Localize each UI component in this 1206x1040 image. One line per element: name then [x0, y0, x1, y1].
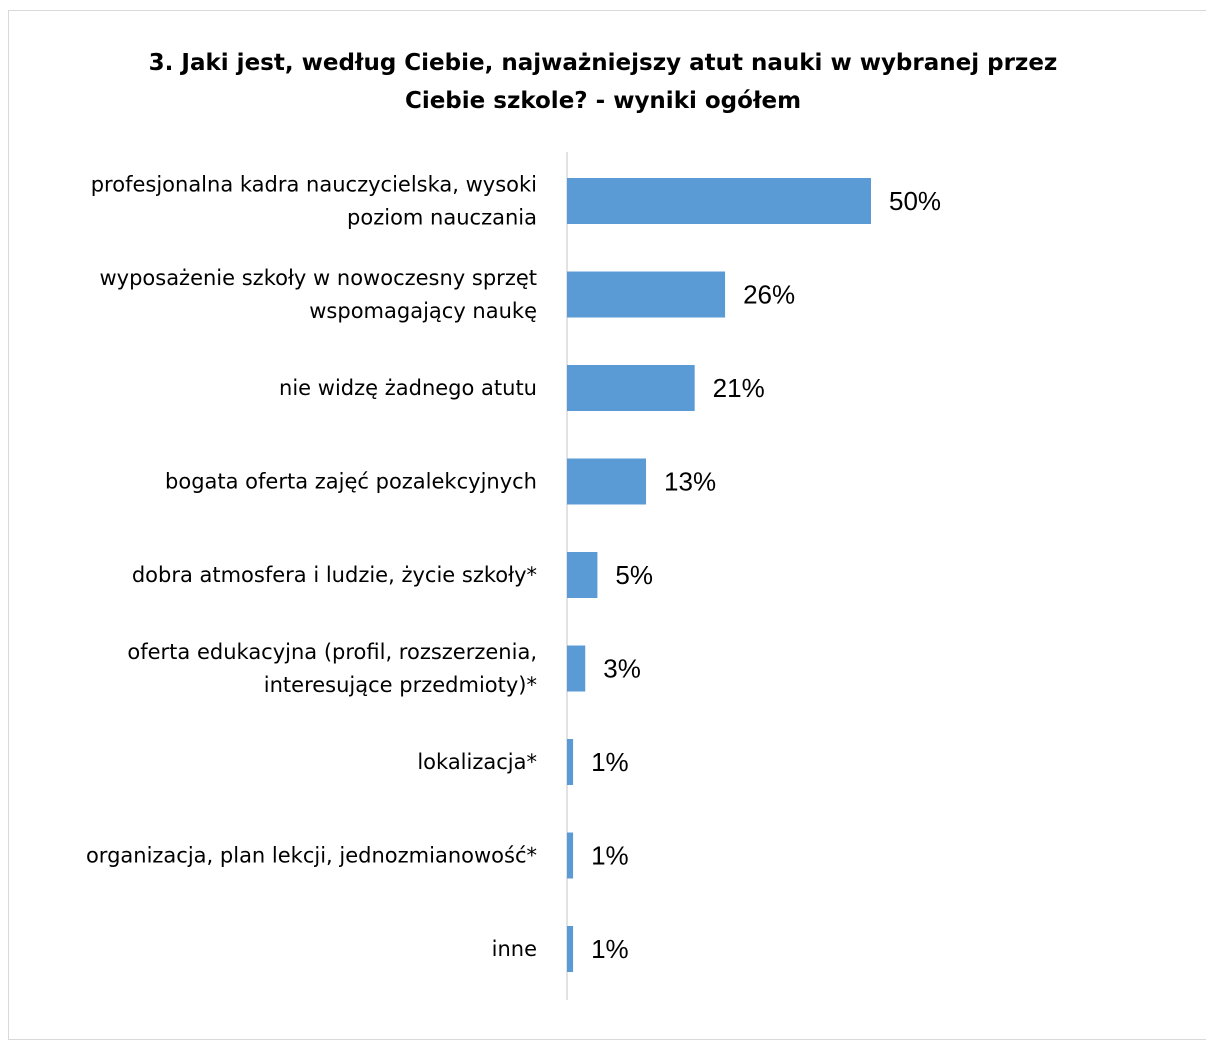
category-label: nie widzę żadnego atutu: [279, 376, 537, 400]
bar: [567, 739, 574, 785]
category-label: inne: [492, 937, 537, 961]
category-label-line: bogata oferta zajęć pozalekcyjnych: [165, 470, 537, 494]
bar: [567, 926, 574, 972]
category-label-line: wspomagający naukę: [309, 299, 537, 323]
bar: [567, 552, 598, 598]
bar: [567, 832, 574, 879]
category-label: organizacja, plan lekcji, jednozmianowoś…: [86, 844, 537, 868]
category-label-line: profesjonalna kadra nauczycielska, wysok…: [91, 173, 537, 197]
chart-title: 3. Jaki jest, według Ciebie, najważniejs…: [148, 50, 1058, 114]
data-label: 5%: [615, 560, 653, 590]
category-label-line: dobra atmosfera i ludzie, życie szkoły*: [132, 563, 537, 587]
category-label: profesjonalna kadra nauczycielska, wysok…: [91, 173, 537, 230]
bar: [567, 178, 871, 224]
category-label-line: wyposażenie szkoły w nowoczesny sprzęt: [99, 266, 537, 290]
data-label: 1%: [591, 747, 629, 777]
category-label-line: inne: [492, 937, 537, 961]
bar: [567, 271, 726, 318]
category-label-line: oferta edukacyjna (profil, rozszerzenia,: [127, 640, 537, 664]
category-label-line: poziom nauczania: [347, 206, 537, 230]
category-label: lokalizacja*: [417, 750, 537, 774]
category-label: oferta edukacyjna (profil, rozszerzenia,…: [127, 640, 537, 697]
data-label: 26%: [743, 280, 795, 310]
data-label: 21%: [713, 373, 765, 403]
bar: [567, 458, 647, 505]
category-label-line: organizacja, plan lekcji, jednozmianowoś…: [86, 844, 537, 868]
category-label: bogata oferta zajęć pozalekcyjnych: [165, 470, 537, 494]
data-label: 3%: [603, 654, 641, 684]
data-label: 13%: [664, 467, 716, 497]
data-label: 1%: [591, 841, 629, 871]
bar: [567, 645, 586, 692]
category-label-line: interesujące przedmioty)*: [264, 673, 537, 697]
category-label: wyposażenie szkoły w nowoczesny sprzęt ws…: [99, 266, 537, 323]
data-label: 50%: [889, 186, 941, 216]
category-label-line: lokalizacja*: [417, 750, 537, 774]
category-label: dobra atmosfera i ludzie, życie szkoły*: [132, 563, 537, 587]
bar: [567, 365, 695, 411]
category-label-line: nie widzę żadnego atutu: [279, 376, 537, 400]
data-label: 1%: [591, 934, 629, 964]
